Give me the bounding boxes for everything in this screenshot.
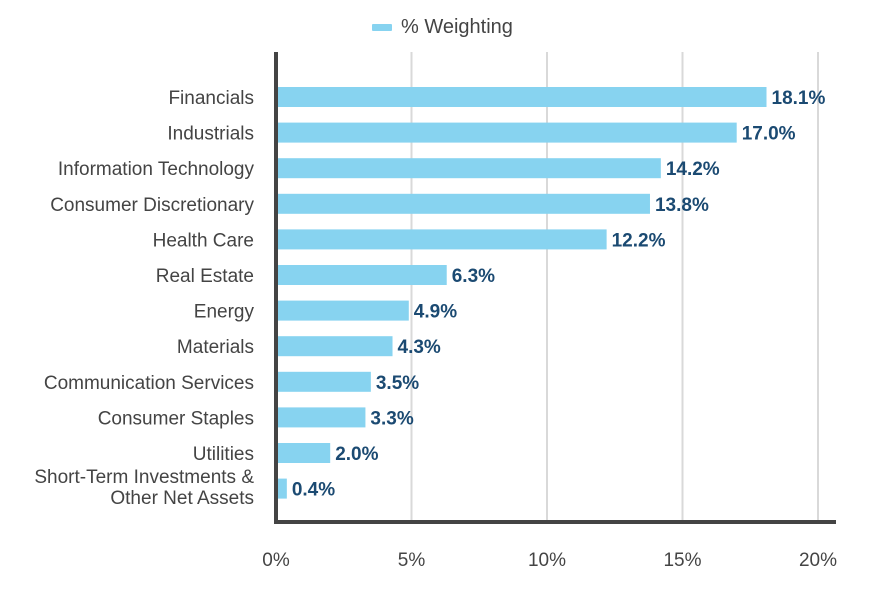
legend: % Weighting (372, 16, 513, 39)
bar (276, 407, 366, 428)
bar (276, 193, 650, 214)
bar (276, 265, 447, 285)
data-label: 17.0% (742, 124, 796, 145)
category-label: Industrials (167, 124, 254, 145)
bar (276, 229, 607, 250)
category-label: Information Technology (58, 159, 255, 180)
x-tick-label: 5% (398, 550, 426, 571)
x-tick-label: 20% (799, 550, 837, 571)
category-label: Utilities (193, 444, 254, 465)
data-label: 4.3% (398, 337, 441, 358)
bar (276, 122, 737, 143)
category-label: Financials (168, 88, 254, 109)
data-label: 4.9% (414, 302, 457, 323)
data-label: 2.0% (335, 444, 378, 465)
x-tick-label: 10% (528, 550, 566, 571)
bar (276, 300, 409, 321)
data-label: 12.2% (612, 230, 666, 251)
x-tick-label: 15% (663, 550, 701, 571)
legend-label: % Weighting (401, 16, 513, 38)
bar (276, 87, 767, 107)
bar (276, 443, 331, 463)
category-label: Real Estate (156, 266, 254, 287)
data-label: 3.3% (370, 408, 413, 429)
bar (276, 371, 371, 392)
category-label: Short-Term Investments & (34, 467, 254, 488)
category-label: Health Care (153, 230, 254, 251)
x-tick-label: 0% (262, 550, 290, 571)
category-label: Consumer Staples (98, 408, 254, 429)
data-label: 14.2% (666, 159, 720, 180)
category-label: Consumer Discretionary (50, 195, 254, 216)
data-label: 13.8% (655, 195, 709, 216)
data-label: 6.3% (452, 266, 495, 287)
category-label: Energy (194, 302, 255, 323)
legend-swatch (372, 24, 392, 31)
category-label: Other Net Assets (110, 488, 254, 509)
bar (276, 336, 393, 357)
category-label: Communication Services (44, 373, 254, 394)
data-label: 18.1% (772, 88, 826, 109)
bar (276, 478, 287, 499)
data-label: 3.5% (376, 373, 419, 394)
data-label: 0.4% (292, 480, 335, 501)
category-label: Materials (177, 337, 254, 358)
bar (276, 158, 661, 179)
